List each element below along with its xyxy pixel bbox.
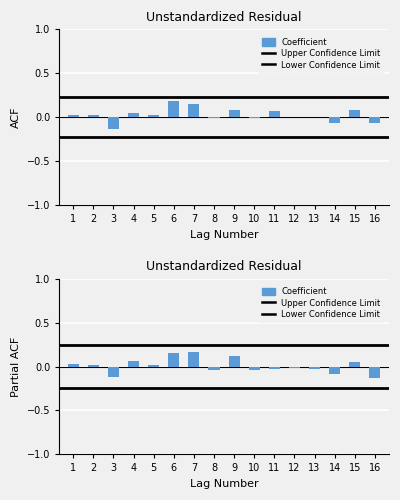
Bar (228, 356, 240, 366)
Legend: Coefficient, Upper Confidence Limit, Lower Confidence Limit: Coefficient, Upper Confidence Limit, Low… (258, 283, 385, 324)
Bar (108, 117, 119, 128)
Y-axis label: ACF: ACF (11, 106, 21, 128)
Bar (128, 362, 139, 366)
Bar (369, 366, 380, 378)
Bar (68, 114, 79, 117)
Bar (329, 366, 340, 374)
Legend: Coefficient, Upper Confidence Limit, Lower Confidence Limit: Coefficient, Upper Confidence Limit, Low… (258, 34, 385, 74)
Bar (228, 110, 240, 117)
Bar (208, 117, 220, 118)
Bar (168, 354, 179, 366)
Bar (208, 366, 220, 370)
Bar (249, 117, 260, 118)
X-axis label: Lag Number: Lag Number (190, 479, 258, 489)
Bar (188, 104, 200, 117)
Title: Unstandardized Residual: Unstandardized Residual (146, 260, 302, 274)
Bar (369, 117, 380, 123)
Bar (108, 366, 119, 377)
X-axis label: Lag Number: Lag Number (190, 230, 258, 239)
Bar (249, 366, 260, 370)
Bar (88, 116, 99, 117)
Bar (68, 364, 79, 366)
Bar (148, 116, 159, 117)
Bar (269, 366, 280, 369)
Bar (88, 365, 99, 366)
Bar (269, 111, 280, 117)
Bar (168, 102, 179, 117)
Bar (128, 113, 139, 117)
Bar (148, 365, 159, 366)
Bar (188, 352, 200, 366)
Title: Unstandardized Residual: Unstandardized Residual (146, 11, 302, 24)
Bar (289, 366, 300, 368)
Bar (349, 110, 360, 117)
Y-axis label: Partial ACF: Partial ACF (11, 336, 21, 396)
Bar (329, 117, 340, 123)
Bar (349, 362, 360, 366)
Bar (309, 366, 320, 369)
